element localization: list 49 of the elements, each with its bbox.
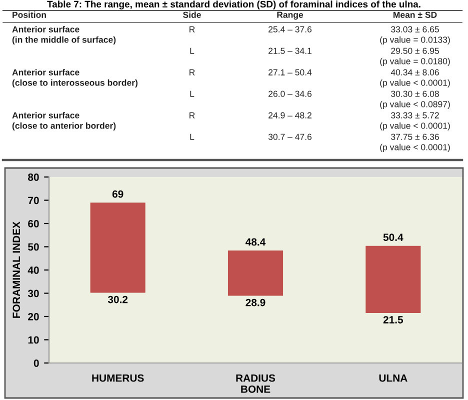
text: Anterior surface (in the middle of surface) <box>12 26 116 45</box>
text: 21.5 – 34.1 <box>268 48 312 54</box>
annotation: 50.4 <box>383 234 404 241</box>
x-tick-label: RADIUS <box>236 374 276 382</box>
x-tick-label: ULNA <box>379 374 408 382</box>
text: R <box>190 26 195 32</box>
text: R <box>190 69 195 76</box>
text: Position <box>12 12 46 18</box>
text: 24.9 – 48.2 <box>268 112 312 118</box>
y-tick-label: 30 <box>28 290 39 298</box>
text: 25.4 – 37.6 <box>268 26 312 32</box>
bar <box>366 246 421 314</box>
annotation: 28.9 <box>246 298 266 306</box>
x-tick-label: HUMERUS <box>92 374 144 382</box>
text: 33.33 ± 5.72 (p value < 0.0001) <box>380 112 450 131</box>
y-tick-label: 50 <box>28 243 39 251</box>
text: Table 7: The range, mean ± standard deviation (SD) of foraminal indices of the ulna. <box>47 0 420 10</box>
text: L <box>190 134 194 140</box>
text: 29.50 ± 6.95 (p value = 0.0180) <box>380 48 450 66</box>
y-tick-label: 60 <box>28 220 39 228</box>
text: 40.34 ± 8.06 (p value < 0.0001) <box>380 69 450 88</box>
text: Side <box>183 12 201 18</box>
y-axis-title: FORAMINAL INDEX <box>12 222 20 318</box>
text: Anterior surface (close to anterior border) <box>12 112 116 131</box>
y-tick-label: 70 <box>28 196 39 204</box>
text: 30.30 ± 6.08 (p value < 0.0897) <box>380 90 450 110</box>
bar <box>90 202 146 293</box>
annotation: 30.2 <box>108 296 128 304</box>
annotation: 48.4 <box>246 238 266 246</box>
y-tick-label: 0 <box>34 360 39 367</box>
text: 37.75 ± 6.36 (p value < 0.0001) <box>380 134 450 152</box>
y-tick-label: 20 <box>28 313 39 320</box>
text: Mean ± SD <box>393 12 437 18</box>
text: R <box>190 112 195 118</box>
text: Range <box>277 12 304 20</box>
annotation: 21.5 <box>383 316 404 324</box>
text: 26.0 – 34.6 <box>268 90 312 97</box>
text: 30.7 – 47.6 <box>268 134 312 140</box>
text: L <box>190 48 194 54</box>
text: 27.1 – 50.4 <box>268 69 312 76</box>
annotation: 69 <box>112 190 124 198</box>
y-tick-label: 10 <box>28 336 39 344</box>
bar <box>228 250 284 296</box>
text: Anterior surface (close to interosseous border) <box>12 69 138 88</box>
y-tick-label: 80 <box>28 174 39 181</box>
text: 33.03 ± 6.65 (p value = 0.0133) <box>380 26 450 45</box>
y-tick-label: 40 <box>28 266 39 274</box>
x-axis-title: BONE <box>241 385 270 393</box>
text: L <box>190 90 194 97</box>
